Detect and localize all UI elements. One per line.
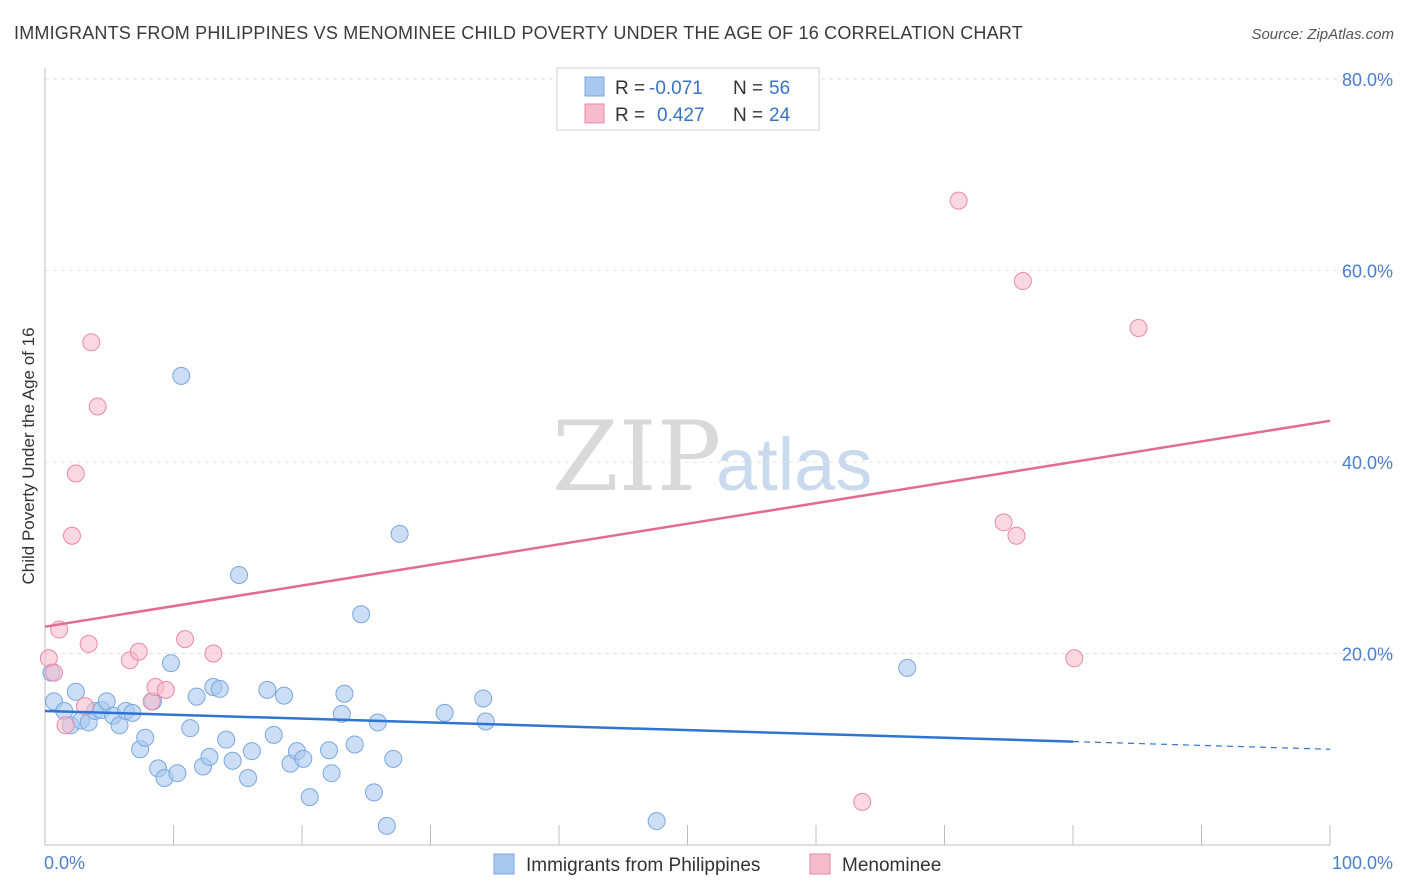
point-menominee-9 [88,397,107,416]
series-legend-swatch-menominee [809,853,831,875]
trend-line-menominee [44,419,1331,628]
legend-swatch-philippines [584,76,605,97]
point-menominee-17 [853,792,872,811]
point-philippines-40 [319,741,338,760]
chart-title: IMMIGRANTS FROM PHILIPPINES VS MENOMINEE… [14,23,1023,43]
point-philippines-55 [898,658,917,677]
legend-r-label-menominee: R = [615,105,645,126]
point-philippines-31 [239,768,258,787]
point-menominee-1 [44,663,63,682]
x-ticks [173,825,1331,845]
point-philippines-29 [223,751,242,770]
legend-n-value-philippines: 56 [769,78,790,99]
correlation-legend: R = -0.071 N = 56 R = 0.427 N = 24 [556,67,820,131]
series-legend-swatch-philippines [493,853,515,875]
point-menominee-6 [75,697,94,716]
point-menominee-20 [1007,526,1026,545]
trend-lines [44,419,1331,750]
y-tick-label-80: 80.0% [1342,70,1393,90]
point-philippines-53 [476,712,495,731]
point-philippines-41 [322,764,341,783]
point-philippines-54 [647,812,666,831]
legend-swatch-menominee [584,103,605,124]
point-philippines-32 [242,742,261,761]
point-menominee-3 [56,716,75,735]
point-menominee-18 [949,191,968,210]
trend-line-philippines [44,709,1074,743]
point-menominee-5 [66,464,85,483]
point-philippines-50 [390,524,409,543]
legend-r-value-philippines: -0.071 [649,78,703,99]
point-menominee-23 [1129,318,1148,337]
point-philippines-30 [230,565,249,584]
point-philippines-49 [384,749,403,768]
x-tick-label-max: 100.0% [1332,853,1393,873]
point-philippines-46 [364,783,383,802]
series-legend-label-menominee: Menominee [842,855,941,876]
watermark-zip: ZIP [552,401,721,513]
watermark: ZIP atlas [552,401,872,513]
series-legend: Immigrants from Philippines Menominee [493,853,941,876]
point-philippines-23 [187,687,206,706]
point-menominee-7 [79,634,98,653]
y-tick-label-20: 20.0% [1342,645,1393,665]
point-philippines-27 [210,679,229,698]
point-philippines-33 [258,680,277,699]
point-philippines-48 [377,816,396,835]
y-axis-label: Child Poverty Under the Age of 16 [19,327,38,584]
point-menominee-14 [156,680,175,699]
chart-source: Source: ZipAtlas.com [1251,26,1394,43]
series-legend-label-philippines: Immigrants from Philippines [526,855,760,876]
legend-n-value-menominee: 24 [769,105,791,126]
point-philippines-45 [352,605,371,624]
legend-r-value-menominee: 0.427 [657,105,705,126]
point-philippines-25 [200,747,219,766]
x-tick-label-min: 0.0% [44,853,85,873]
point-philippines-28 [217,730,236,749]
point-menominee-22 [1065,649,1084,668]
legend-n-label-philippines: N = [733,78,763,99]
y-tick-labels: 20.0% 40.0% 60.0% 80.0% [1342,70,1393,665]
point-philippines-52 [474,689,493,708]
legend-r-label-philippines: R = [615,78,645,99]
point-philippines-39 [300,788,319,807]
point-philippines-51 [435,703,454,722]
point-philippines-4 [66,682,85,701]
trend-line-philippines-extension [1072,740,1331,750]
legend-n-label-menominee: N = [733,105,763,126]
point-philippines-34 [264,725,283,744]
point-philippines-20 [168,764,187,783]
point-menominee-8 [82,333,101,352]
grid [45,78,1395,654]
point-philippines-22 [181,719,200,738]
data-points [39,191,1148,835]
point-menominee-19 [994,513,1013,532]
point-philippines-43 [335,684,354,703]
point-menominee-16 [204,644,223,663]
point-menominee-11 [129,642,148,661]
point-philippines-42 [332,704,351,723]
point-philippines-19 [161,654,180,673]
point-philippines-44 [345,735,364,754]
y-tick-label-60: 60.0% [1342,262,1393,282]
point-menominee-21 [1013,272,1032,291]
point-philippines-35 [275,686,294,705]
point-philippines-38 [294,749,313,768]
watermark-atlas: atlas [716,423,872,506]
point-philippines-47 [368,713,387,732]
point-philippines-21 [172,366,191,385]
point-menominee-15 [176,630,195,649]
point-menominee-4 [62,526,81,545]
point-philippines-15 [136,728,155,747]
y-tick-label-40: 40.0% [1342,453,1393,473]
